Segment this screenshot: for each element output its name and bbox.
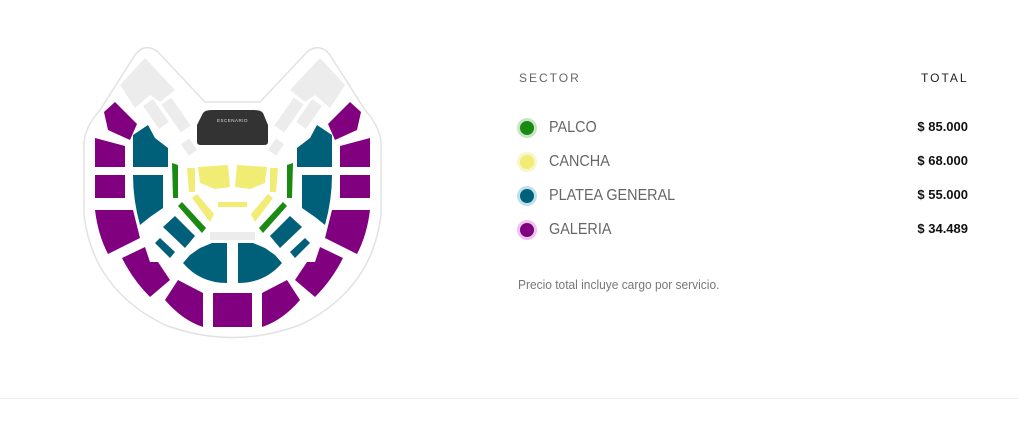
galeria-block[interactable] [95,210,140,254]
unavailable-block [180,138,198,156]
sector-name: PLATEA GENERAL [549,187,676,204]
platea-block[interactable] [133,125,168,167]
palco-color-dot-icon [520,121,534,135]
galeria-block[interactable] [213,293,233,327]
sector-row-platea-general[interactable]: PLATEA GENERAL $ 55.000 [518,187,970,211]
sector-price: $ 85.000 [917,119,968,134]
galeria-block[interactable] [95,138,125,167]
cancha-block[interactable] [198,165,230,189]
galeria-color-dot-icon [520,223,534,237]
sector-column-header: SECTOR [519,71,581,85]
sector-price: $ 55.000 [917,187,968,202]
platea-block[interactable] [163,216,195,248]
sector-price: $ 34.489 [917,221,968,236]
cancha-block[interactable] [187,168,195,192]
galeria-block[interactable] [104,102,137,140]
seat-map-left-half [95,58,233,327]
cancha-block[interactable] [192,194,214,222]
stage-label: ESCENARIO [217,118,248,123]
unavailable-block [210,232,233,240]
cancha-block[interactable] [218,202,233,207]
galeria-block[interactable] [95,175,125,198]
sector-name: PALCO [549,119,597,136]
palco-block[interactable] [172,163,178,198]
platea-block[interactable] [133,175,163,225]
sector-row-galeria[interactable]: GALERIA $ 34.489 [518,221,970,245]
divider [0,398,1018,399]
platea-color-dot-icon [520,189,534,203]
unavailable-block [143,99,169,129]
palco-block[interactable] [178,202,206,233]
cancha-color-dot-icon [520,155,534,169]
sector-row-palco[interactable]: PALCO $ 85.000 [518,119,970,143]
total-column-header: TOTAL [921,71,969,85]
unavailable-block [161,97,191,133]
galeria-block[interactable] [122,247,170,297]
stage [197,110,268,145]
platea-block[interactable] [155,238,175,258]
seat-map: ESCENARIO [83,46,382,339]
platea-block[interactable] [183,243,227,283]
sector-name: GALERIA [549,221,612,238]
sector-name: CANCHA [549,153,610,170]
unavailable-block [120,58,175,108]
service-charge-note: Precio total incluye cargo por servicio. [518,277,720,292]
sector-row-cancha[interactable]: CANCHA $ 68.000 [518,153,970,177]
galeria-block[interactable] [165,280,203,327]
sector-price: $ 68.000 [917,153,968,168]
